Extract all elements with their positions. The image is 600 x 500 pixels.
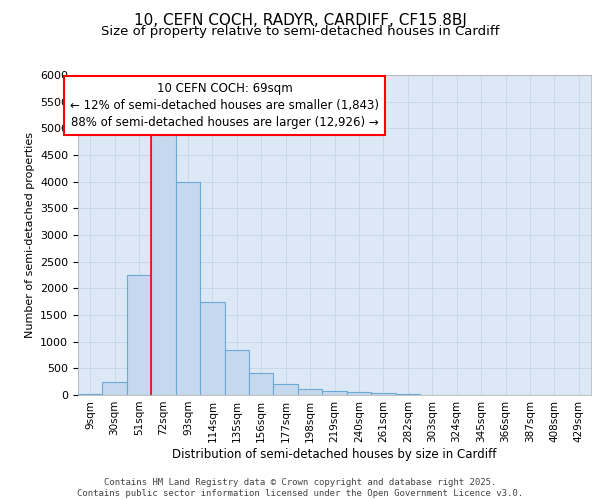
Bar <box>127 275 151 395</box>
Bar <box>224 350 249 395</box>
Bar <box>249 372 274 395</box>
Bar <box>200 302 224 395</box>
Bar <box>395 394 420 395</box>
Text: 10 CEFN COCH: 69sqm
← 12% of semi-detached houses are smaller (1,843)
88% of sem: 10 CEFN COCH: 69sqm ← 12% of semi-detach… <box>70 82 379 129</box>
Bar <box>322 390 347 395</box>
Text: Contains HM Land Registry data © Crown copyright and database right 2025.
Contai: Contains HM Land Registry data © Crown c… <box>77 478 523 498</box>
Bar <box>274 384 298 395</box>
Text: Size of property relative to semi-detached houses in Cardiff: Size of property relative to semi-detach… <box>101 25 499 38</box>
Bar <box>347 392 371 395</box>
Bar <box>298 388 322 395</box>
Bar <box>151 131 176 395</box>
Bar <box>78 394 103 395</box>
Text: 10, CEFN COCH, RADYR, CARDIFF, CF15 8BJ: 10, CEFN COCH, RADYR, CARDIFF, CF15 8BJ <box>134 12 466 28</box>
Y-axis label: Number of semi-detached properties: Number of semi-detached properties <box>25 132 35 338</box>
X-axis label: Distribution of semi-detached houses by size in Cardiff: Distribution of semi-detached houses by … <box>172 448 497 460</box>
Bar <box>371 394 395 395</box>
Bar <box>103 382 127 395</box>
Bar <box>176 182 200 395</box>
